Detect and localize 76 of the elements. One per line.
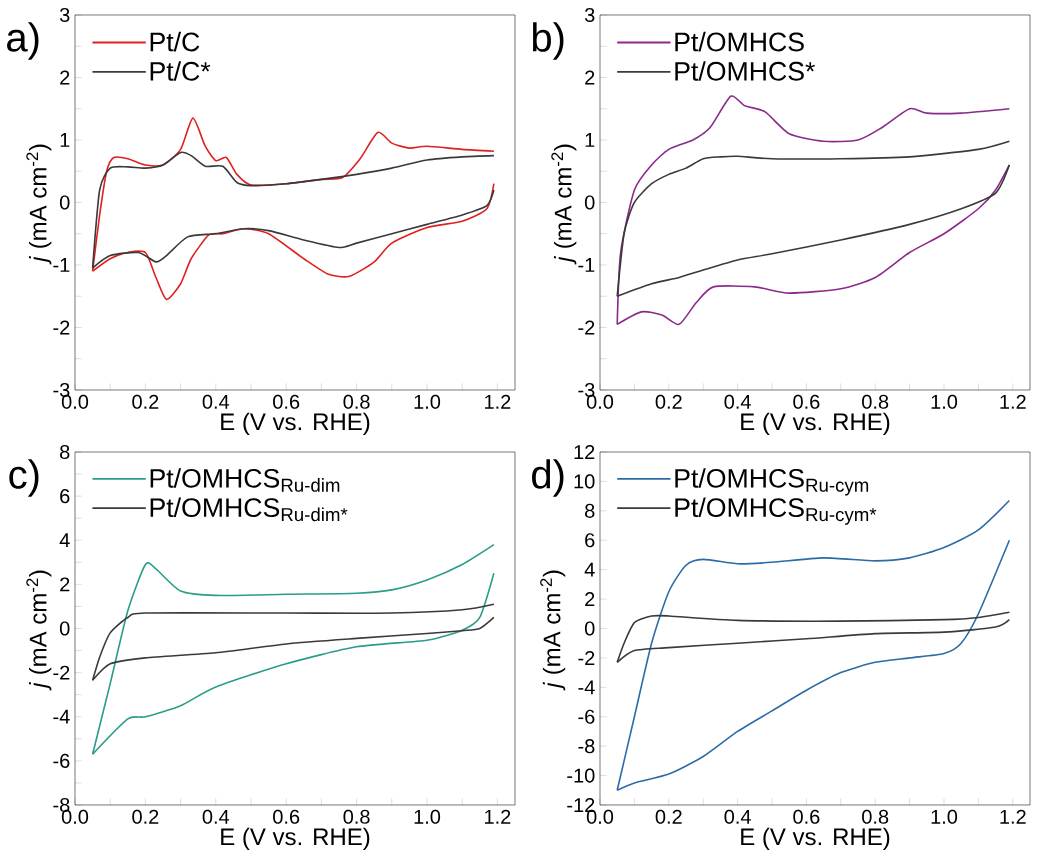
y-tick-label: 6 xyxy=(60,489,70,504)
y-tick-label: 6 xyxy=(585,533,595,548)
y-tick-label: -4 xyxy=(53,709,70,724)
x-tick-label: 0.4 xyxy=(202,809,230,824)
y-tick-label: 0 xyxy=(59,621,70,636)
y-tick-label: 2 xyxy=(585,70,595,85)
y-axis-title: j (mA cm$^{-2}$) xyxy=(26,144,52,265)
y-tick-label: -2 xyxy=(578,650,595,665)
y-tick-label: 2 xyxy=(60,577,70,592)
y-tick-label: 1 xyxy=(60,133,70,147)
y-tick-label: -6 xyxy=(53,753,70,768)
y-tick-label: 0 xyxy=(584,195,595,210)
x-axis-title: E (V vs. RHE) xyxy=(221,827,370,851)
y-tick-label: -1 xyxy=(53,258,70,272)
x-tick-label: 0.8 xyxy=(862,394,889,409)
legend-label: Pt/OMHCS* xyxy=(675,61,815,81)
chart-title: c) xyxy=(9,459,39,497)
y-tick-label: -4 xyxy=(578,680,595,695)
x-tick-label: 1.0 xyxy=(931,809,958,824)
y-tick-label: -8 xyxy=(578,739,595,754)
x-tick-label: 1.0 xyxy=(414,809,441,824)
x-tick-label: 0.6 xyxy=(273,394,300,409)
y-tick-label: 4 xyxy=(584,562,595,577)
y-tick-label: 10 xyxy=(574,474,595,489)
chart-title: b) xyxy=(532,22,564,60)
y-tick-label: -10 xyxy=(567,768,595,783)
y-tick-label: 1 xyxy=(585,133,595,147)
y-tick-label: 12 xyxy=(574,445,595,459)
x-tick-label: 1.0 xyxy=(931,394,958,409)
y-tick-label: 0 xyxy=(59,195,70,210)
legend-label: Pt/OMHCS xyxy=(675,31,804,52)
y-tick-label: 2 xyxy=(60,70,70,85)
x-tick-label: 0.4 xyxy=(724,394,751,409)
y-tick-label: 3 xyxy=(584,7,595,23)
y-tick-label: 2 xyxy=(585,592,595,607)
x-tick-label: 0.2 xyxy=(132,809,159,824)
y-axis-title: j (mA cm$^{-2}$) xyxy=(551,144,577,265)
x-tick-label: 1.2 xyxy=(1000,394,1026,409)
y-tick-label: 8 xyxy=(60,444,70,460)
x-tick-label: 0.4 xyxy=(202,394,230,409)
y-tick-label: -2 xyxy=(578,320,595,335)
x-tick-label: 1.2 xyxy=(485,809,511,824)
x-axis-title: E (V vs. RHE) xyxy=(741,827,890,851)
x-axis-title: E (V vs. RHE) xyxy=(221,412,370,436)
y-tick-label: -6 xyxy=(578,709,595,724)
y-tick-label: 3 xyxy=(59,7,70,23)
x-tick-label: 0.4 xyxy=(724,809,751,824)
x-axis-title: E (V vs. RHE) xyxy=(741,412,890,436)
y-axis-title: j (mA cm$^{-2}$) xyxy=(540,570,566,691)
y-tick-label: -2 xyxy=(53,320,70,335)
chart-title: a) xyxy=(7,22,39,60)
x-tick-label: 0.6 xyxy=(273,809,300,824)
x-tick-label: 0.6 xyxy=(793,809,820,824)
x-tick-label: 0.2 xyxy=(132,394,159,409)
x-tick-label: 1.0 xyxy=(414,394,441,409)
legend-label: Pt/OMHCS$_{Ru-cym*}$ xyxy=(675,497,877,525)
legend-label: Pt/OMHCS$_{Ru-dim*}$ xyxy=(150,497,348,522)
y-tick-label: 0 xyxy=(584,621,595,636)
x-tick-label: 0.8 xyxy=(343,394,370,409)
legend-label: Pt/OMHCS$_{Ru-cym}$ xyxy=(675,468,869,496)
y-tick-label: 4 xyxy=(59,533,70,548)
legend-label: Pt/C* xyxy=(150,61,211,81)
x-tick-label: 1.2 xyxy=(1000,809,1026,824)
chart-title: d) xyxy=(532,459,564,497)
x-tick-label: 0.2 xyxy=(655,809,682,824)
x-tick-label: 0.8 xyxy=(862,809,889,824)
y-tick-label: -2 xyxy=(53,665,70,680)
legend-label: Pt/OMHCS$_{Ru-dim}$ xyxy=(150,468,340,492)
y-tick-label: 8 xyxy=(585,503,595,518)
legend-label: Pt/C xyxy=(150,31,200,52)
x-tick-label: 0.2 xyxy=(655,394,682,409)
x-tick-label: 0.8 xyxy=(343,809,370,824)
x-tick-label: 0.6 xyxy=(793,394,820,409)
y-axis-title: j (mA cm$^{-2}$) xyxy=(26,570,52,691)
x-tick-label: 1.2 xyxy=(485,394,511,409)
y-tick-label: -1 xyxy=(578,258,595,272)
